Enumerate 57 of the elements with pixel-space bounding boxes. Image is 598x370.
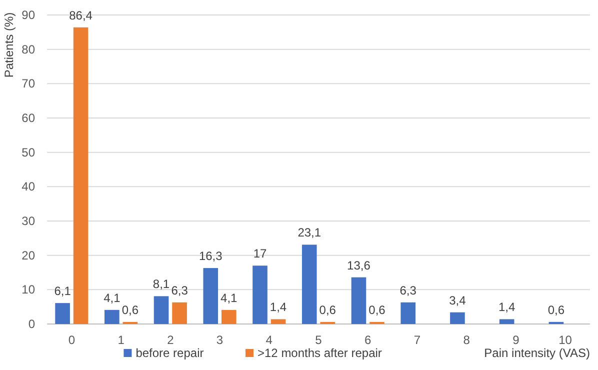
data-label: 23,1	[298, 226, 322, 240]
bar	[351, 277, 366, 324]
y-tick-label: 10	[22, 282, 36, 297]
legend-label: >12 months after repair	[258, 346, 382, 360]
x-tick-label: 8	[463, 333, 470, 347]
x-axis-title: Pain intensity (VAS)	[484, 346, 590, 360]
y-tick-label: 70	[22, 76, 36, 91]
y-tick-label: 90	[22, 8, 36, 22]
bar	[55, 303, 70, 324]
bar	[73, 27, 88, 324]
y-tick-label: 60	[22, 111, 36, 125]
data-label: 6,3	[400, 283, 417, 298]
x-tick-label: 0	[68, 333, 76, 347]
x-tick-label: 2	[167, 333, 174, 347]
data-label: 3,4	[449, 293, 466, 308]
bar	[154, 296, 169, 324]
x-tick-label: 1	[118, 333, 125, 347]
bar	[302, 244, 317, 324]
data-label: 16,3	[198, 249, 223, 264]
x-tick-label: 3	[216, 333, 224, 347]
data-label: 4,1	[104, 290, 121, 305]
data-label: 0,6	[319, 302, 336, 317]
y-tick-label: 40	[22, 180, 36, 194]
data-label: 13,6	[347, 258, 371, 272]
legend-label: before repair	[136, 346, 204, 360]
data-label: 1,4	[498, 300, 516, 314]
x-tick-label: 6	[364, 333, 372, 347]
data-label: 17	[253, 246, 267, 261]
x-tick-label: 9	[512, 333, 520, 347]
bar	[450, 312, 465, 324]
data-label: 8,1	[152, 277, 170, 292]
y-axis-title: Patients (%)	[2, 12, 16, 78]
x-tick-label: 7	[414, 333, 421, 347]
x-tick-label: 10	[558, 333, 572, 347]
y-tick-label: 30	[22, 214, 36, 228]
bar	[400, 302, 416, 324]
y-tick-label: 80	[22, 42, 36, 56]
data-label: 6,1	[54, 284, 72, 298]
data-label: 0,6	[548, 302, 565, 317]
y-tick-label: 20	[22, 248, 36, 262]
bar	[172, 302, 187, 324]
data-label: 0,6	[368, 302, 386, 317]
data-label: 0,6	[122, 302, 139, 317]
y-tick-label: 0	[28, 317, 36, 331]
bar	[222, 310, 236, 324]
bar	[252, 266, 268, 324]
bar	[499, 319, 514, 324]
y-tick-label: 50	[22, 145, 36, 160]
x-tick-label: 5	[315, 333, 322, 347]
x-tick-label: 4	[266, 333, 273, 347]
bar	[270, 319, 286, 324]
bar	[203, 268, 218, 324]
data-label: 1,4	[270, 300, 287, 314]
data-label: 4,1	[220, 290, 238, 305]
data-label: 6,3	[171, 283, 188, 298]
data-label: 86,4	[69, 8, 93, 22]
bar	[104, 310, 120, 324]
